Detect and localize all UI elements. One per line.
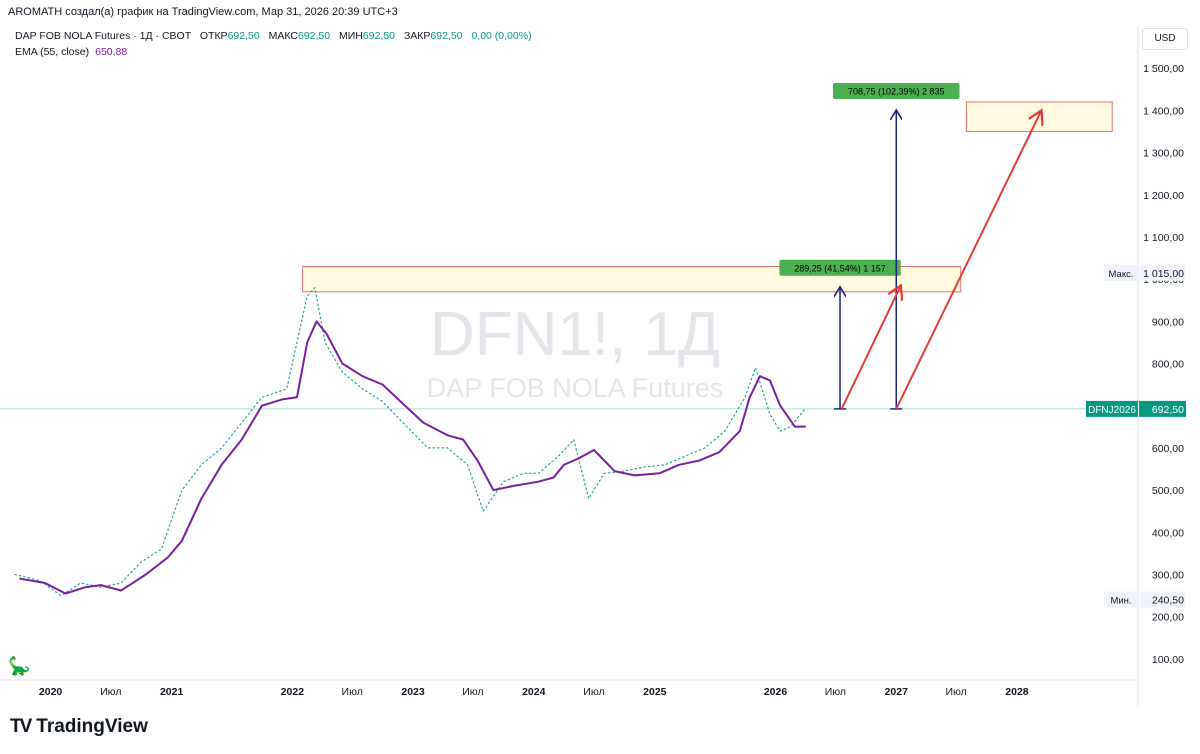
- measure-label-box[interactable]: [832, 82, 960, 99]
- x-tick-label: 2023: [401, 686, 425, 698]
- ohlc-high-value: 692,50: [297, 30, 331, 42]
- axis-tag: Мин.: [1110, 596, 1131, 607]
- x-tick-label: 2025: [643, 686, 667, 698]
- y-tick-label: 1 200,00: [1143, 190, 1184, 202]
- x-tick-label: 2027: [885, 686, 909, 698]
- y-tick-label: 1 300,00: [1143, 148, 1184, 160]
- y-tick-label: 800,00: [1152, 359, 1184, 371]
- x-tick-label: Июл: [462, 686, 483, 698]
- ohlc-low-label: МИН: [339, 30, 363, 42]
- tv-logo-icon: TV: [10, 716, 32, 737]
- ohlc-open-label: ОТКР: [199, 30, 228, 42]
- y-tick-label: 1 100,00: [1143, 232, 1184, 244]
- dino-icon[interactable]: 🦕: [8, 656, 31, 676]
- ema-line[interactable]: [19, 320, 806, 595]
- tradingview-logo[interactable]: TV TradingView: [10, 716, 148, 738]
- watermark-ticker: DFN1!, 1Д: [430, 300, 720, 369]
- symbol-name[interactable]: DAP FOB NOLA Futures · 1Д · CBOT: [15, 30, 191, 42]
- ohlc-high: МАКС692,50: [269, 30, 339, 42]
- x-tick-label: 2024: [522, 686, 546, 698]
- x-tick-label: 2028: [1005, 686, 1029, 698]
- y-tick-label: 1 400,00: [1143, 105, 1184, 117]
- last-price-ticker: DFNJ2026: [1088, 405, 1136, 416]
- x-tick-label: Июл: [825, 686, 846, 698]
- y-tick-label: 1 500,00: [1143, 63, 1184, 75]
- ohlc-close-label: ЗАКР: [403, 30, 431, 42]
- x-tick-label: 2020: [39, 686, 63, 698]
- ohlc-low: МИН692,50: [339, 30, 404, 42]
- last-price-ticker-box: [1086, 400, 1138, 417]
- axis-value: 1 015,00: [1143, 268, 1184, 280]
- x-tick-label: Июл: [945, 686, 966, 698]
- x-tick-label: 2021: [160, 686, 184, 698]
- forecast-arrow[interactable]: [840, 285, 901, 410]
- x-tick-label: 2022: [281, 686, 305, 698]
- watermark-name: DAP FOB NOLA Futures: [427, 373, 724, 403]
- axis-tag-box: [1104, 264, 1138, 281]
- axis-tag-box: [1104, 591, 1138, 608]
- y-tick-label: 200,00: [1152, 612, 1184, 624]
- ohlc-open: ОТКР692,50: [200, 30, 269, 42]
- forecast-arrow[interactable]: [895, 110, 1041, 410]
- y-tick-label: 400,00: [1152, 527, 1184, 539]
- y-tick-label: 500,00: [1152, 485, 1184, 497]
- x-tick-label: Июл: [583, 686, 604, 698]
- ema-value: 650,88: [95, 46, 128, 58]
- last-price-box: [1139, 400, 1186, 417]
- ohlc-close-value: 692,50: [430, 30, 463, 42]
- axis-value: 240,50: [1152, 595, 1184, 607]
- ohlc-low-value: 692,50: [362, 30, 396, 42]
- last-price-value: 692,50: [1152, 404, 1184, 416]
- x-tick-label: Июл: [100, 686, 121, 698]
- ohlc-high-label: МАКС: [268, 30, 298, 42]
- axis-value-box: [1140, 264, 1185, 281]
- measure-label: 289,25 (41,54%) 1 157: [794, 263, 886, 273]
- axis-tag: Макс.: [1109, 269, 1134, 280]
- currency-button[interactable]: USD: [1142, 28, 1188, 50]
- ohlc-change: 0,00 (0,00%): [471, 30, 532, 42]
- y-tick-label: 900,00: [1152, 316, 1184, 328]
- y-tick-label: 600,00: [1152, 443, 1184, 455]
- axis-value-box: [1140, 591, 1185, 608]
- tradingview-wordmark: TradingView: [36, 716, 148, 737]
- price-series[interactable]: [14, 287, 806, 597]
- x-tick-label: 2026: [764, 686, 788, 698]
- author-line: AROMATH создал(а) график на TradingView.…: [8, 6, 398, 18]
- ema-label: EMA (55, close): [15, 46, 90, 58]
- ema-legend[interactable]: EMA (55, close) 650,88: [15, 46, 127, 58]
- ohlc-close: ЗАКР692,50: [404, 30, 472, 42]
- x-tick-label: Июл: [342, 686, 363, 698]
- measure-label: 708,75 (102,39%) 2 835: [848, 86, 945, 96]
- y-tick-label: 100,00: [1152, 654, 1184, 666]
- measure-label-box[interactable]: [779, 259, 901, 276]
- ohlc-open-value: 692,50: [227, 30, 260, 42]
- y-tick-label: 300,00: [1152, 570, 1184, 582]
- symbol-legend: DAP FOB NOLA Futures · 1Д · CBOT ОТКР692…: [15, 30, 538, 42]
